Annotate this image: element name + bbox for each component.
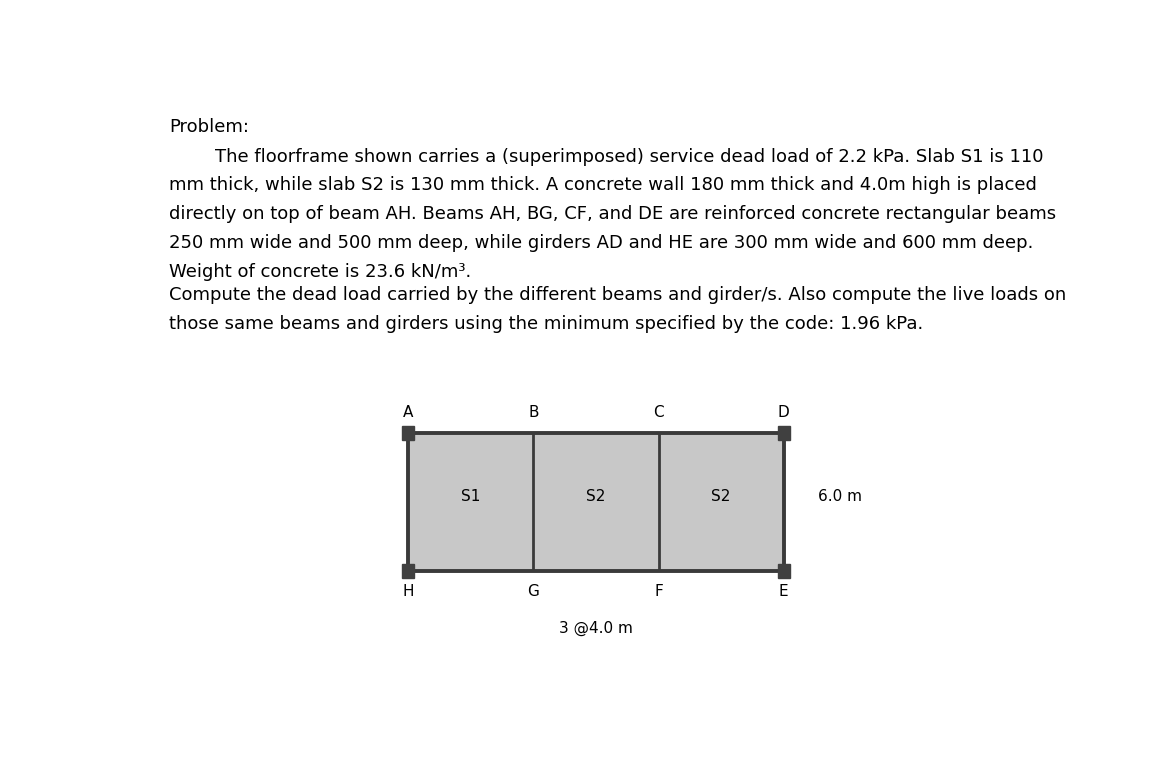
Text: A: A — [403, 405, 413, 420]
Text: D: D — [778, 405, 789, 420]
Text: S2: S2 — [711, 488, 730, 504]
Text: The floorframe shown carries a (superimposed) service dead load of 2.2 kPa. Slab: The floorframe shown carries a (superimp… — [170, 147, 1043, 165]
Text: G: G — [527, 584, 539, 599]
Text: E: E — [779, 584, 788, 599]
Text: S1: S1 — [460, 488, 480, 504]
Text: mm thick, while slab S2 is 130 mm thick. A concrete wall 180 mm thick and 4.0m h: mm thick, while slab S2 is 130 mm thick.… — [170, 176, 1037, 194]
Text: Weight of concrete is 23.6 kN/m³.: Weight of concrete is 23.6 kN/m³. — [170, 263, 472, 281]
Text: Compute the dead load carried by the different beams and girder/s. Also compute : Compute the dead load carried by the dif… — [170, 285, 1066, 303]
Bar — [409, 433, 533, 571]
Text: S2: S2 — [586, 488, 606, 504]
Bar — [659, 433, 784, 571]
Bar — [533, 433, 659, 571]
Text: 6.0 m: 6.0 m — [818, 488, 862, 504]
Bar — [778, 565, 789, 578]
Text: B: B — [529, 405, 539, 420]
Text: Problem:: Problem: — [170, 118, 249, 136]
Bar — [403, 565, 414, 578]
Text: directly on top of beam AH. Beams AH, BG, CF, and DE are reinforced concrete rec: directly on top of beam AH. Beams AH, BG… — [170, 205, 1056, 223]
Text: H: H — [403, 584, 414, 599]
Text: 250 mm wide and 500 mm deep, while girders AD and HE are 300 mm wide and 600 mm : 250 mm wide and 500 mm deep, while girde… — [170, 234, 1034, 252]
Text: C: C — [653, 405, 664, 420]
Bar — [403, 427, 414, 440]
Text: 3 @4.0 m: 3 @4.0 m — [559, 620, 632, 636]
Text: those same beams and girders using the minimum specified by the code: 1.96 kPa.: those same beams and girders using the m… — [170, 314, 923, 332]
Text: F: F — [654, 584, 662, 599]
Bar — [778, 427, 789, 440]
